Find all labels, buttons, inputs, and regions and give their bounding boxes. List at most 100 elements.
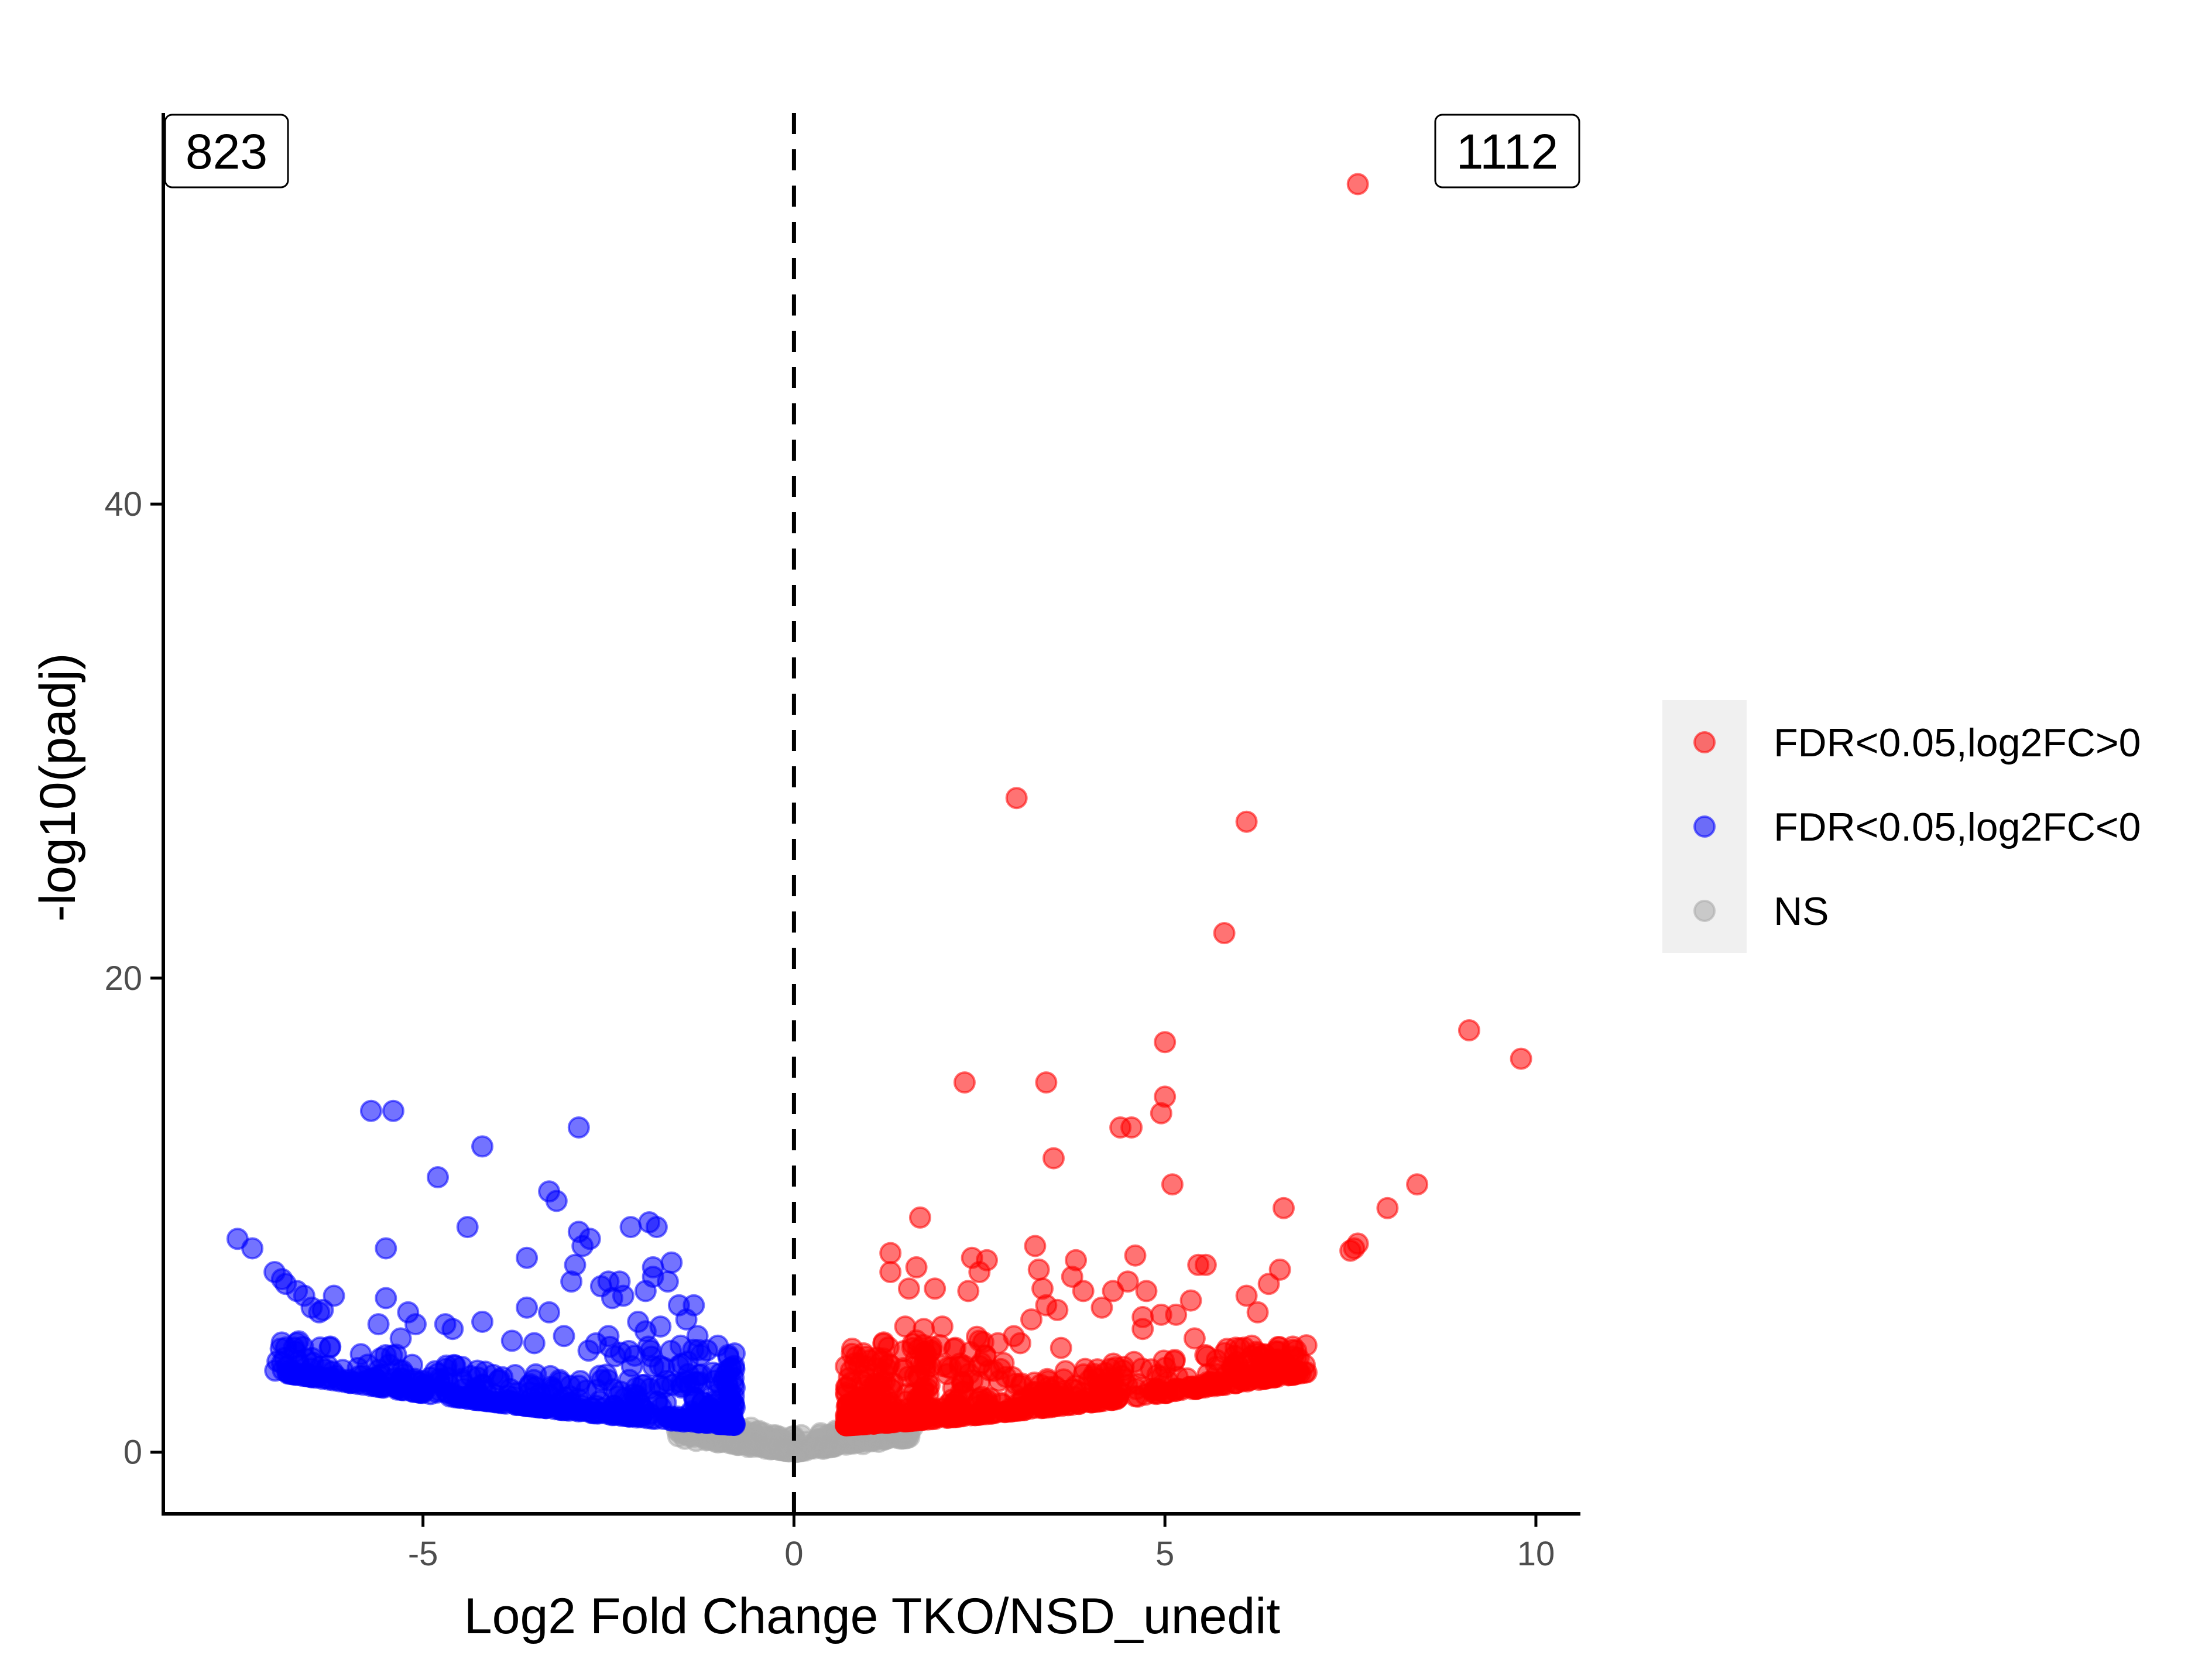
down-point	[526, 1391, 548, 1414]
up-point	[1205, 1373, 1227, 1396]
up-point	[1213, 1342, 1236, 1365]
down-point	[670, 1371, 692, 1394]
up-point	[1072, 1280, 1095, 1302]
up-point	[905, 1256, 928, 1278]
up-point	[871, 1370, 894, 1393]
up-point	[1273, 1197, 1295, 1219]
up-point	[1050, 1336, 1072, 1359]
up-point	[1376, 1197, 1399, 1219]
up-count-annotation: 1112	[1434, 114, 1580, 188]
down-point	[630, 1406, 653, 1428]
ns-point	[763, 1428, 786, 1451]
up-point	[1005, 787, 1028, 810]
down-point	[523, 1332, 546, 1355]
down-point	[557, 1399, 580, 1422]
up-point	[1102, 1352, 1124, 1375]
up-point	[1254, 1343, 1277, 1366]
up-point	[1102, 1280, 1124, 1302]
y-tick-label: 40	[104, 485, 142, 523]
up-point	[884, 1401, 907, 1424]
down-point	[361, 1367, 383, 1390]
up-point	[931, 1315, 954, 1338]
down-point	[656, 1270, 679, 1293]
up-point	[1457, 1019, 1480, 1041]
up-point	[1024, 1235, 1047, 1257]
down-point	[375, 1287, 397, 1310]
down-point	[375, 1237, 397, 1260]
down-point	[475, 1390, 498, 1413]
up-point	[953, 1071, 976, 1094]
up-point	[922, 1403, 945, 1426]
y-tick-label: 0	[124, 1434, 142, 1472]
up-point	[894, 1315, 917, 1338]
up-point	[1124, 1244, 1147, 1267]
up-point	[1150, 1102, 1172, 1125]
down-point	[382, 1099, 404, 1122]
down-point	[540, 1375, 563, 1398]
data-points-layer	[226, 173, 1532, 1463]
down-point	[613, 1387, 636, 1410]
up-point	[968, 1387, 991, 1410]
down-point	[241, 1237, 264, 1260]
down-point	[618, 1369, 641, 1391]
down-point	[402, 1369, 425, 1392]
up-point	[1135, 1280, 1158, 1302]
down-point	[568, 1374, 590, 1397]
up-point	[924, 1277, 946, 1300]
down-point	[619, 1216, 642, 1239]
down-point	[471, 1135, 493, 1158]
up-point	[897, 1277, 920, 1300]
up-count-box	[1434, 114, 1580, 188]
x-tick-label: -5	[408, 1535, 438, 1573]
down-point	[297, 1365, 320, 1387]
up-point	[1009, 1332, 1031, 1355]
down-point	[707, 1334, 729, 1357]
up-point	[1339, 1239, 1362, 1262]
x-tick-label: 0	[784, 1535, 803, 1573]
up-point	[1004, 1383, 1027, 1406]
down-point	[491, 1366, 514, 1389]
down-point	[660, 1251, 683, 1274]
up-point	[1072, 1363, 1095, 1386]
down-point	[451, 1355, 474, 1378]
down-point	[545, 1190, 568, 1212]
up-point	[1042, 1147, 1065, 1170]
down-point	[675, 1308, 698, 1331]
up-point	[910, 1352, 932, 1375]
up-point	[993, 1401, 1016, 1424]
up-point	[1046, 1298, 1069, 1321]
legend-key-ns	[1693, 900, 1716, 922]
up-point	[968, 1329, 991, 1352]
down-point	[283, 1336, 306, 1359]
up-point	[1027, 1258, 1050, 1281]
down-point	[311, 1298, 334, 1321]
up-point	[954, 1402, 977, 1425]
down-point	[560, 1270, 583, 1293]
up-point	[839, 1372, 862, 1394]
up-point	[957, 1280, 980, 1302]
down-point	[634, 1280, 657, 1302]
up-point	[1165, 1303, 1188, 1326]
down-point	[427, 1166, 449, 1188]
down-point	[516, 1296, 539, 1319]
up-point	[1055, 1388, 1078, 1411]
ns-point	[810, 1422, 832, 1445]
down-point	[645, 1216, 668, 1239]
legend: FDR<0.05,log2FC>0 FDR<0.05,log2FC<0 NS	[1662, 700, 2141, 953]
up-point	[1257, 1273, 1280, 1295]
up-point	[908, 1206, 931, 1229]
up-point	[1088, 1390, 1110, 1413]
up-point	[1235, 810, 1258, 833]
down-count-box	[164, 114, 289, 188]
up-point	[1131, 1318, 1154, 1341]
down-point	[276, 1361, 299, 1384]
down-point	[686, 1325, 709, 1348]
up-point	[1147, 1377, 1170, 1400]
up-point	[1284, 1363, 1306, 1386]
up-point	[837, 1393, 860, 1416]
x-tick-label: 5	[1155, 1535, 1174, 1573]
legend-label-down: FDR<0.05,log2FC<0	[1774, 805, 2141, 849]
legend-label-ns: NS	[1774, 889, 1829, 934]
down-point	[553, 1325, 575, 1348]
